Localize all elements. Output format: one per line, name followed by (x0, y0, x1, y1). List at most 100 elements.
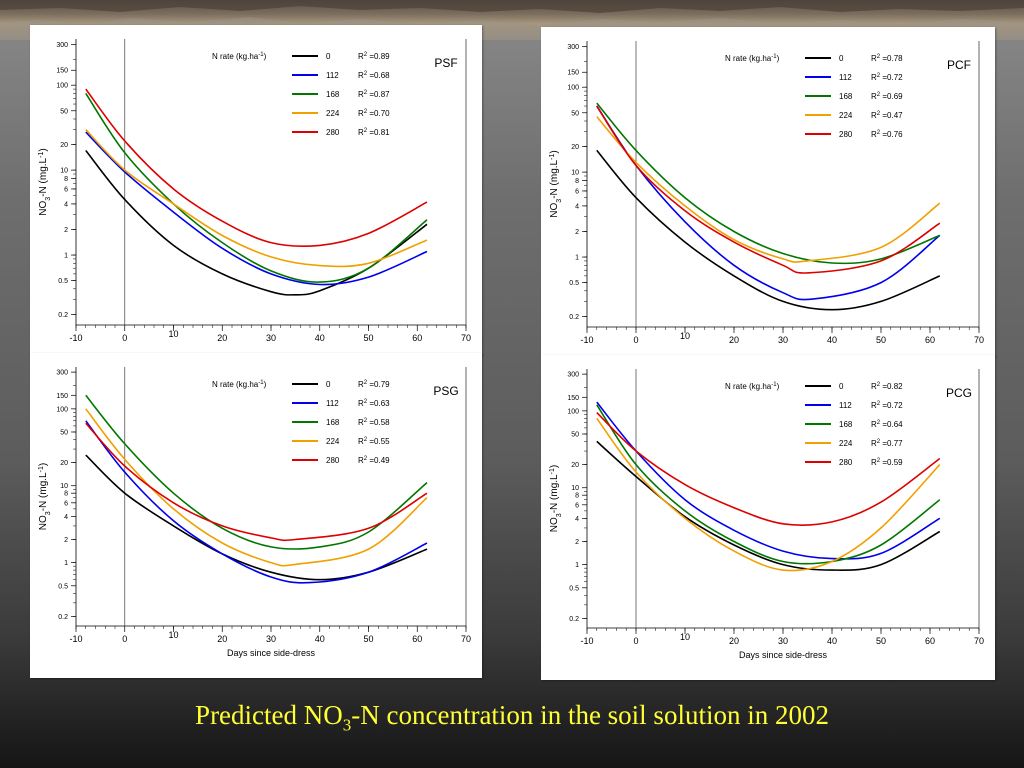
y-tick-label: 300 (56, 370, 68, 377)
y-axis-label-part: ) (549, 150, 560, 153)
series-line-112 (85, 131, 428, 286)
y-axis-label-part: 3 (45, 511, 52, 515)
y-tick-label: 100 (567, 85, 579, 92)
legend-r2-part: =0.59 (880, 458, 903, 467)
y-axis-label-part: 3 (556, 199, 563, 203)
y-tick-label: 8 (575, 178, 579, 185)
legend-header-part: N rate (kg.ha (212, 52, 259, 61)
legend-r2-part: 2 (877, 458, 881, 464)
y-tick-label: 300 (567, 44, 579, 51)
x-tick-label: 30 (266, 333, 276, 343)
y-axis-label-part: ) (549, 465, 560, 468)
legend-r2: R2 =0.82 (871, 382, 903, 391)
legend-label: 0 (326, 380, 331, 389)
y-tick-label: 0.2 (58, 614, 68, 621)
legend-r2-part: R (871, 458, 877, 467)
legend-r2-part: =0.69 (880, 92, 903, 101)
y-tick-label: 2 (64, 227, 68, 234)
legend-label: 224 (839, 439, 853, 448)
series-line-168 (596, 102, 941, 265)
y-axis-label: NO3-N (mg.L-1) (38, 148, 52, 215)
y-tick-label: 50 (571, 431, 579, 438)
x-tick-label: 0 (122, 634, 127, 644)
y-tick-label: 50 (60, 108, 68, 115)
y-tick-label: 8 (575, 493, 579, 500)
legend-r2: R2 =0.78 (871, 54, 903, 63)
legend-header-part: -1 (258, 380, 264, 386)
legend-r2-part: =0.63 (367, 399, 390, 408)
legend-r2-part: 2 (364, 128, 368, 134)
series-line-280 (85, 422, 428, 542)
legend-header-part: ) (777, 54, 780, 63)
legend-label: 0 (839, 382, 844, 391)
legend-label: 280 (326, 456, 340, 465)
y-tick-label: 4 (64, 201, 68, 208)
x-tick-label: 0 (633, 335, 638, 345)
legend-r2: R2 =0.87 (358, 90, 390, 99)
chart-title: PSF (434, 56, 457, 70)
y-tick-label: 20 (571, 462, 579, 469)
legend-header-part: -1 (771, 54, 777, 60)
legend-r2: R2 =0.70 (358, 109, 390, 118)
legend-r2-part: R (358, 418, 364, 427)
y-axis-label-part: NO (38, 515, 49, 530)
series-line-224 (596, 116, 941, 263)
chart-panel-pcf: -10 0 10 20 30 40 50 60 70 0.2 0.5 1 2 4 6 8 10 20 50 100 15… (541, 27, 995, 357)
y-tick-label: 8 (64, 176, 68, 183)
legend-r2-part: 2 (877, 130, 881, 136)
legend-r2: R2 =0.64 (871, 420, 903, 429)
legend-r2: R2 =0.63 (358, 399, 390, 408)
x-tick-label: 30 (778, 335, 788, 345)
y-axis-label-part: -1 (38, 466, 45, 472)
legend-header-part: N rate (kg.ha (725, 54, 772, 63)
slide-title: Predicted NO3-N concentration in the soi… (0, 700, 1024, 735)
x-tick-label: 40 (315, 634, 325, 644)
x-tick-label: 10 (680, 331, 690, 341)
x-tick-label: 50 (363, 333, 373, 343)
x-tick-label: 50 (363, 634, 373, 644)
series-line-280 (85, 88, 428, 248)
y-tick-label: 150 (567, 70, 579, 77)
y-tick-label: 2 (575, 229, 579, 236)
chart-title: PCF (947, 58, 971, 72)
x-tick-label: 60 (412, 333, 422, 343)
y-tick-label: 150 (56, 68, 68, 75)
y-tick-label: 6 (64, 186, 68, 193)
series-line-168 (85, 92, 428, 283)
legend-label: 112 (839, 401, 852, 410)
y-tick-label: 0.5 (569, 585, 579, 592)
legend-header-part: ) (264, 52, 267, 61)
y-tick-label: 6 (575, 502, 579, 509)
legend-r2-part: R (871, 54, 877, 63)
x-tick-label: 60 (925, 335, 935, 345)
legend-r2-part: R (358, 380, 364, 389)
x-axis-label: Days since side-dress (739, 650, 828, 660)
x-tick-label: 20 (729, 335, 739, 345)
legend-header: N rate (kg.ha-1) (725, 382, 780, 391)
legend-header-part: ) (264, 380, 267, 389)
y-tick-label: 300 (56, 42, 68, 49)
x-axis-label: Days since side-dress (227, 648, 316, 658)
y-axis-label: NO3-N (mg.L-1) (549, 150, 563, 217)
series-line-112 (596, 401, 941, 560)
legend-r2-part: =0.70 (367, 109, 390, 118)
series-line-280 (596, 412, 941, 526)
legend-label: 112 (326, 71, 339, 80)
legend-r2-part: R (358, 71, 364, 80)
y-axis-label-part: -1 (549, 154, 556, 160)
y-tick-label: 6 (64, 500, 68, 507)
y-tick-label: 1 (575, 562, 579, 569)
legend-r2: R2 =0.81 (358, 128, 390, 137)
y-axis-label-part: ) (38, 463, 49, 466)
x-tick-label: -10 (580, 636, 593, 646)
chart-pcf: -10 0 10 20 30 40 50 60 700.20.51246810205010015… (549, 41, 984, 345)
legend-label: 168 (839, 92, 853, 101)
legend-r2: R2 =0.76 (871, 130, 903, 139)
legend-header-part: -1 (771, 382, 777, 388)
legend-r2-part: 2 (877, 92, 881, 98)
legend-r2: R2 =0.72 (871, 401, 903, 410)
legend-r2-part: R (871, 420, 877, 429)
y-tick-label: 10 (60, 483, 68, 490)
series-line-224 (596, 417, 941, 572)
y-axis-label-part: ) (38, 148, 49, 151)
